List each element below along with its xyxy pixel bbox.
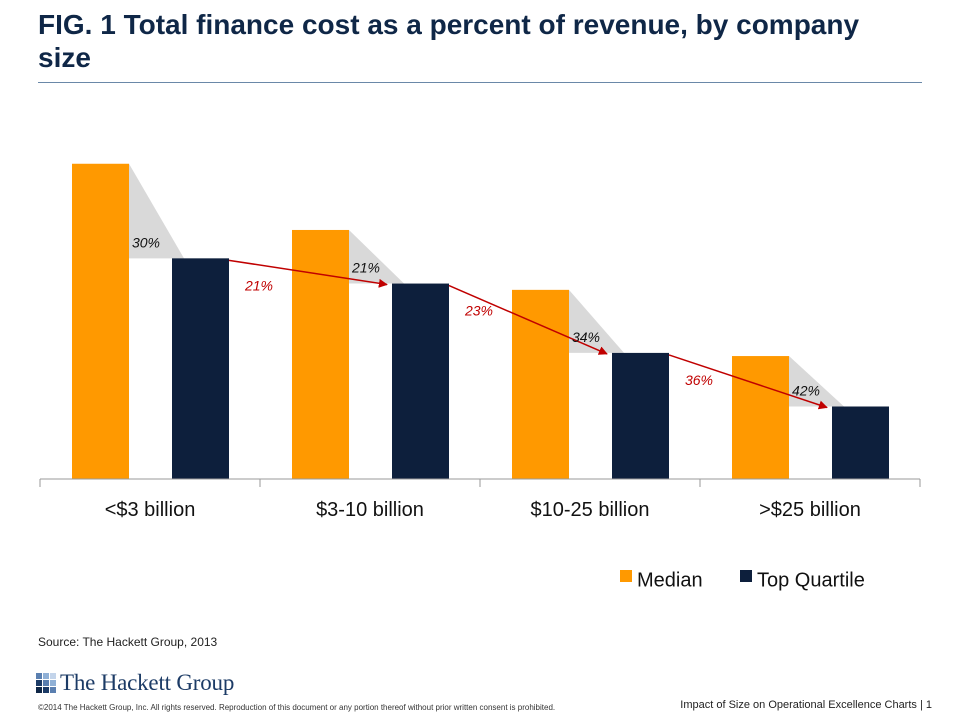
reduction-arrow [228,259,388,288]
between-group-reduction-label: 36% [685,372,713,388]
top-quartile-bar [832,406,889,479]
between-group-reduction-label: 21% [244,277,273,293]
median-bar [732,356,789,479]
reduction-wedge [569,289,624,353]
footer-page-label: Impact of Size on Operational Excellence… [680,699,932,711]
top-quartile-bar [392,283,449,479]
category-label: >$25 billion [759,499,861,521]
category-label: $10-25 billion [531,499,650,521]
company-logo: The Hackett Group [36,670,234,696]
logo-text: The Hackett Group [60,670,235,695]
reduction-wedge [349,229,404,284]
median-bar [72,163,129,479]
legend-top-quartile-swatch [740,570,752,582]
reduction-wedge [129,163,184,259]
median-bar [512,289,569,479]
category-label: $3-10 billion [316,499,424,521]
within-group-reduction-label: 34% [572,329,600,345]
reduction-wedge [789,356,844,407]
reduction-arrow [668,354,828,410]
hackett-logo-icon [36,673,56,693]
within-group-reduction-label: 21% [351,260,380,276]
bar-chart: <$3 billion 30% $3-10 billion 21% $10-25 bil… [39,163,921,591]
within-group-reduction-label: 42% [792,382,820,398]
title-divider [38,82,922,83]
legend-top-quartile-label: Top Quartile [757,569,865,591]
median-bar [292,229,349,479]
copyright-notice: ©2014 The Hackett Group, Inc. All rights… [38,703,556,712]
top-quartile-bar [612,352,669,479]
page-title: FIG. 1 Total finance cost as a percent o… [38,9,860,73]
top-quartile-bar [172,258,229,479]
source-note: Source: The Hackett Group, 2013 [38,635,218,649]
between-group-reduction-label: 23% [464,303,493,319]
reduction-arrow [448,284,608,355]
category-label: <$3 billion [105,499,196,521]
within-group-reduction-label: 30% [132,234,160,250]
legend-median-label: Median [637,569,703,591]
legend-median-swatch [620,570,632,582]
